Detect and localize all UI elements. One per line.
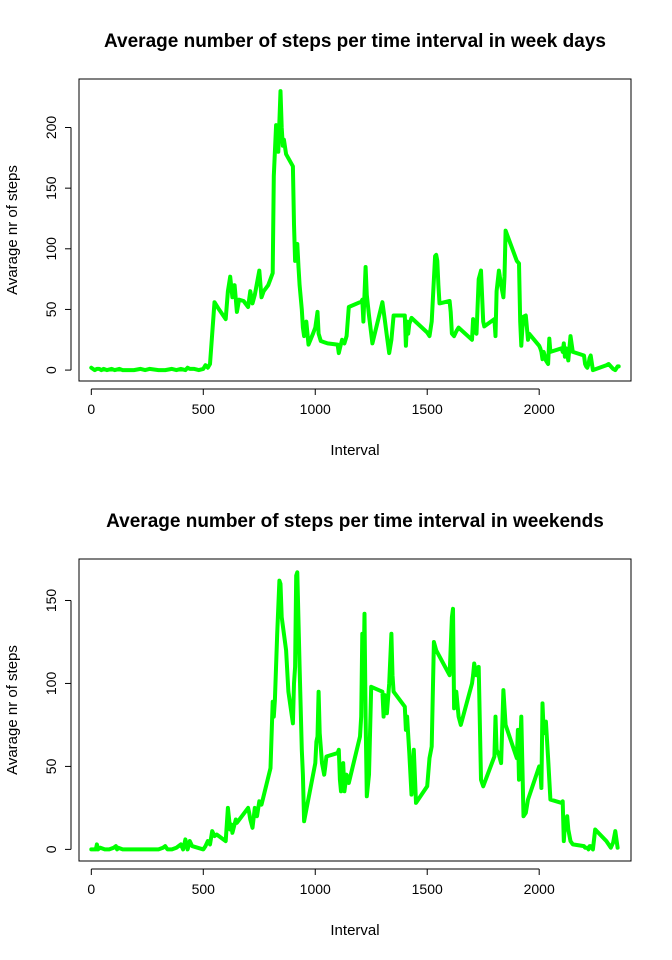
plot-frame [78, 558, 632, 862]
x-tick-label: 0 [87, 881, 95, 897]
y-tick-label: 150 [43, 176, 59, 200]
y-tick-label: 150 [43, 589, 59, 613]
y-tick-label: 0 [43, 366, 59, 374]
chart-weekends: Average number of steps per time interva… [4, 511, 632, 939]
x-axis-label: Interval [330, 922, 379, 939]
plot-frame [78, 78, 632, 382]
series-line [89, 89, 621, 373]
x-tick-label: 1500 [412, 401, 443, 417]
x-tick-label: 1000 [300, 401, 331, 417]
y-tick-label: 50 [43, 758, 59, 774]
series-line [89, 570, 620, 852]
x-axis-label: Interval [330, 442, 379, 459]
chart-title: Average number of steps per time interva… [106, 511, 604, 532]
plot-area: 0 500 1000 1500 2000 0 50 100 150 200 [43, 89, 621, 417]
y-tick-label: 0 [43, 845, 59, 853]
x-tick-label: 500 [192, 881, 216, 897]
y-tick-label: 100 [43, 672, 59, 696]
x-tick-label: 1500 [412, 881, 443, 897]
x-tick-label: 2000 [524, 401, 555, 417]
y-axis-label: Avarage nr of steps [4, 165, 21, 295]
x-tick-label: 0 [87, 401, 95, 417]
chart-weekdays: Average number of steps per time interva… [4, 31, 632, 459]
y-tick-label: 200 [43, 116, 59, 140]
x-tick-label: 2000 [524, 881, 555, 897]
y-tick-label: 100 [43, 237, 59, 261]
chart-title: Average number of steps per time interva… [104, 31, 606, 52]
y-axis-label: Avarage nr of steps [4, 645, 21, 775]
x-tick-label: 500 [192, 401, 216, 417]
plot-area: 0 500 1000 1500 2000 0 50 100 150 [43, 570, 620, 897]
y-tick-label: 50 [43, 301, 59, 317]
x-tick-label: 1000 [300, 881, 331, 897]
